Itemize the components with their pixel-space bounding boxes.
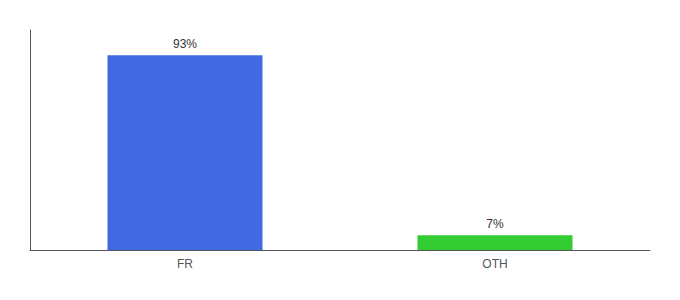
svg-text:FR: FR bbox=[177, 257, 193, 271]
svg-text:93%: 93% bbox=[173, 37, 197, 51]
svg-text:OTH: OTH bbox=[482, 257, 507, 271]
svg-text:7%: 7% bbox=[486, 217, 504, 231]
